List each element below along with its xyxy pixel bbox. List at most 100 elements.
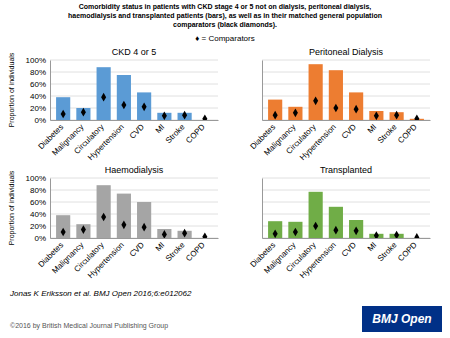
bar — [76, 224, 90, 238]
bar — [288, 107, 302, 120]
grid-line — [50, 120, 218, 121]
marker — [162, 111, 167, 120]
plot-area — [268, 64, 424, 120]
y-tick-label: 0% — [34, 234, 46, 243]
x-tick-label: CVD — [128, 122, 146, 140]
marker — [81, 108, 86, 117]
grid-line — [50, 178, 218, 179]
bar — [288, 222, 302, 238]
x-tick-label: COPD — [184, 122, 207, 145]
marker — [61, 110, 66, 119]
bar — [309, 64, 323, 120]
grid-line — [50, 108, 218, 109]
grid-line — [262, 190, 430, 191]
bar — [97, 185, 111, 238]
marker — [61, 228, 66, 237]
marker — [121, 101, 126, 110]
grid-line — [262, 96, 430, 97]
y-tick: 80% — [30, 186, 50, 195]
y-tick: 80% — [30, 68, 50, 77]
copyright: ©2016 by British Medical Journal Publish… — [10, 322, 168, 330]
x-tick: Hypertension — [86, 238, 126, 280]
marker — [313, 222, 318, 231]
bars — [268, 192, 404, 238]
y-axis: 0%20%40%60%80%100% — [26, 56, 51, 125]
grid-line — [50, 72, 218, 73]
subplot-title: Haemodialysis — [105, 165, 164, 175]
bar — [157, 229, 171, 238]
y-tick-label: 100% — [26, 56, 46, 65]
x-tick-label: CVD — [128, 240, 146, 258]
markers — [273, 96, 420, 120]
y-tick: 100% — [26, 56, 50, 65]
x-tick-label: CVD — [340, 122, 358, 140]
y-tick-label: 60% — [30, 80, 46, 89]
x-tick: CVD — [128, 238, 146, 259]
x-tick: Stroke — [376, 238, 399, 263]
marker — [273, 229, 278, 238]
y-tick-label: 0% — [34, 116, 46, 125]
x-tick-label: MI — [154, 122, 167, 135]
y-tick: 0% — [34, 234, 50, 243]
y-tick-label: 80% — [30, 186, 46, 195]
y-tick: 60% — [30, 80, 50, 89]
x-axis: DiabetesMalignancyCirculatoryHypertensio… — [36, 120, 218, 162]
bar — [349, 92, 363, 120]
grid-line — [50, 96, 218, 97]
y-axis-line — [50, 179, 51, 239]
bar — [117, 75, 131, 120]
x-tick-label: Hypertension — [298, 240, 338, 280]
marker — [313, 96, 318, 105]
y-tick-label: 80% — [30, 68, 46, 77]
y-axis: 0%20%40%60%80%100% — [26, 174, 51, 243]
bars — [56, 67, 192, 120]
marker — [293, 228, 298, 237]
y-axis — [262, 179, 264, 239]
grid — [50, 60, 218, 120]
marker — [182, 111, 187, 120]
y-axis-line — [50, 61, 51, 121]
y-axis — [262, 61, 264, 121]
x-tick: Hypertension — [298, 238, 338, 280]
grid-line — [50, 84, 218, 85]
y-tick: 40% — [30, 210, 50, 219]
marker — [293, 108, 298, 117]
subplot-title: CKD 4 or 5 — [112, 47, 157, 57]
marker — [394, 111, 399, 120]
logo-box — [362, 306, 442, 332]
x-tick: Hypertension — [86, 120, 126, 162]
y-tick-label: 100% — [26, 174, 46, 183]
x-axis-line — [263, 238, 431, 239]
grid-line — [262, 120, 430, 121]
marker — [162, 230, 167, 238]
y-tick-label: 20% — [30, 104, 46, 113]
chart: Comorbidity status in patients with CKD … — [0, 0, 450, 338]
x-tick-label: COPD — [184, 240, 207, 263]
x-axis: DiabetesMalignancyCirculatoryHypertensio… — [36, 238, 218, 280]
grid-line — [262, 226, 430, 227]
y-tick: 0% — [34, 116, 50, 125]
subplot: DiabetesMalignancyCirculatoryHypertensio… — [8, 165, 219, 280]
x-tick-label: MI — [366, 122, 379, 135]
x-tick: Stroke — [376, 120, 399, 145]
x-tick: CVD — [340, 238, 358, 259]
x-tick: MI — [366, 238, 379, 253]
markers — [61, 213, 208, 238]
plot-area — [56, 185, 207, 238]
y-axis-line — [262, 61, 263, 121]
marker — [101, 93, 106, 102]
x-tick: MI — [154, 238, 167, 253]
x-tick: CVD — [128, 120, 146, 141]
x-tick: Hypertension — [298, 120, 338, 162]
marker — [354, 105, 359, 114]
marker — [394, 231, 399, 238]
markers — [61, 93, 208, 120]
grid — [50, 178, 218, 238]
marker — [414, 114, 419, 120]
footer: Jonas K Eriksson et al. BMJ Open 2016;6:… — [9, 289, 192, 298]
marker — [142, 102, 147, 111]
title-line: haemodialysis and transplanted patients … — [68, 12, 382, 20]
legend-label: ♦ = Comparators — [195, 34, 254, 43]
y-tick: 60% — [30, 198, 50, 207]
bar — [329, 70, 343, 120]
